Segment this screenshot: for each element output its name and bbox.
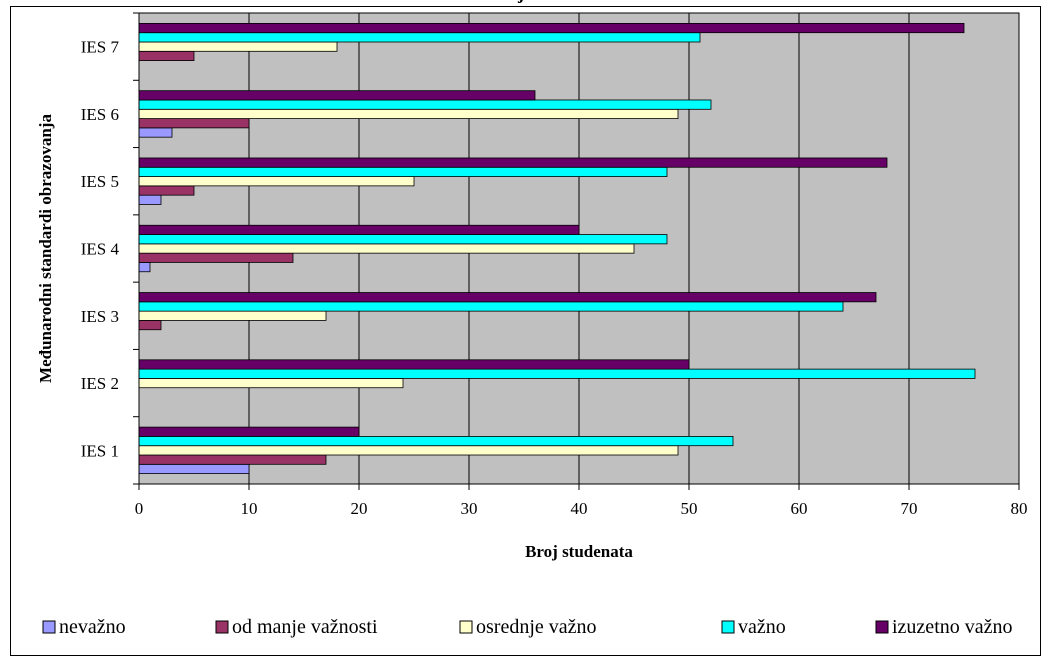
legend: nevažno od manje važnosti osrednje važno va… [42, 616, 1013, 638]
y-tick-label: IES 6 [81, 105, 119, 124]
x-tick-label: 40 [571, 499, 588, 518]
axes [133, 12, 1020, 490]
x-tick-label: 50 [681, 499, 698, 518]
bar [138, 185, 195, 196]
x-tick-label: 10 [241, 499, 258, 518]
bar [138, 176, 415, 187]
x-tick-label: 60 [791, 499, 808, 518]
legend-swatch [215, 620, 229, 634]
bar [138, 252, 294, 263]
bar [138, 320, 162, 331]
bar [138, 224, 580, 235]
bar [138, 243, 635, 254]
bar [138, 445, 679, 456]
bar [138, 378, 404, 389]
bar [138, 436, 734, 447]
y-tick-label: IES 4 [81, 240, 120, 259]
y-tick-labels: IES 1 IES 2 IES 3 IES 4 IES 5 IES 6 IES 7 [81, 38, 120, 461]
bar [138, 368, 976, 379]
y-tick-label: IES 3 [81, 307, 119, 326]
bar [138, 301, 844, 312]
legend-label: nevažno [59, 616, 126, 638]
legend-label: važno [738, 616, 786, 638]
bar [138, 463, 250, 475]
bar [138, 234, 668, 245]
bar [138, 22, 965, 34]
bar [138, 454, 327, 465]
bar [138, 262, 151, 273]
bar [138, 118, 250, 129]
y-tick-label: IES 1 [81, 441, 119, 460]
y-axis-title: Međunarodni standardi obrazovanja [36, 114, 55, 383]
legend-swatch [875, 620, 889, 634]
bar [138, 310, 327, 321]
bar [138, 359, 690, 370]
bar [138, 127, 173, 138]
legend-label: od manje važnosti [232, 616, 378, 638]
bars [138, 22, 976, 475]
bar [138, 90, 536, 101]
x-tick-label: 0 [135, 499, 144, 518]
x-tick-label: 70 [901, 499, 918, 518]
chart-title: j [0, 0, 1042, 4]
bar [138, 50, 195, 61]
y-tick-label: IES 2 [81, 374, 119, 393]
x-tick-label: 80 [1011, 499, 1028, 518]
bar [138, 426, 360, 437]
bar [138, 166, 668, 177]
legend-label: osrednje važno [476, 616, 597, 638]
legend-swatch [42, 620, 56, 634]
x-tick-label: 30 [461, 499, 478, 518]
x-axis-title: Broj studenata [525, 542, 633, 561]
x-tick-label: 20 [351, 499, 368, 518]
bar [138, 194, 162, 205]
bar [138, 99, 712, 110]
bar [138, 292, 877, 303]
legend-label: izuzetno važno [892, 616, 1013, 638]
legend-swatch [459, 620, 473, 634]
bar [138, 108, 679, 119]
bar [138, 32, 701, 43]
bar [138, 41, 338, 52]
x-tick-labels: 0 10 20 30 40 50 60 70 80 [135, 499, 1028, 518]
legend-swatch [721, 620, 735, 634]
y-tick-label: IES 7 [81, 38, 120, 57]
y-tick-label: IES 5 [81, 172, 119, 191]
bar [138, 157, 888, 168]
